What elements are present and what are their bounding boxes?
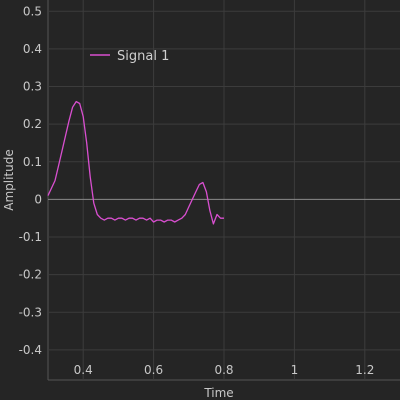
legend: Signal 1 [90,49,169,64]
y-tick-label: -0.4 [19,343,42,357]
y-axis-label: Amplitude [2,149,16,211]
y-tick-label: 0.2 [23,117,42,131]
y-tick-label: 0 [34,192,42,206]
x-tick-label: 0.6 [144,363,163,377]
legend-label-signal-1: Signal 1 [117,49,169,64]
x-tick-label: 1.2 [355,363,374,377]
series-layer [47,100,224,225]
y-tick-label: -0.1 [19,230,42,244]
y-tick-label: 0.3 [23,80,42,94]
y-tick-label: -0.2 [19,268,42,282]
x-tick-label: 0.4 [74,363,93,377]
y-tick-label: -0.3 [19,305,42,319]
x-tick-label: 1 [291,363,299,377]
y-tick-label: 0.1 [23,155,42,169]
x-axis-ticks: 0.4 0.6 0.8 1 1.2 [74,363,375,377]
y-tick-label: 0.4 [23,42,42,56]
x-axis-label: Time [203,386,233,400]
x-tick-label: 0.8 [214,363,233,377]
series-line-signal-1 [47,100,224,225]
y-axis-ticks: 0.5 0.4 0.3 0.2 0.1 0 -0.1 -0.2 -0.3 -0.4 [19,4,42,357]
grid [47,0,400,381]
y-tick-label: 0.5 [23,4,42,18]
